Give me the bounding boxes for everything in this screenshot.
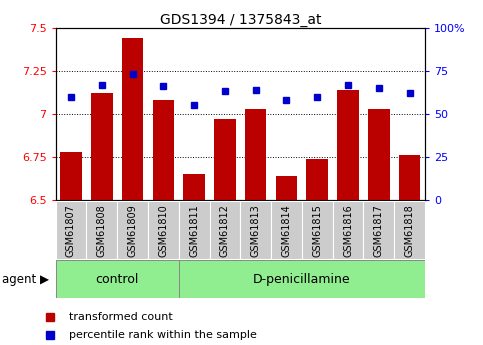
Bar: [148, 201, 179, 259]
Bar: [56, 260, 179, 298]
Text: agent ▶: agent ▶: [2, 273, 49, 286]
Bar: [179, 201, 210, 259]
Text: GSM61809: GSM61809: [128, 204, 138, 257]
Text: GSM61807: GSM61807: [66, 204, 76, 257]
Bar: [333, 201, 364, 259]
Bar: [276, 176, 297, 200]
Bar: [245, 109, 267, 200]
Text: D-penicillamine: D-penicillamine: [253, 273, 351, 286]
Text: GSM61818: GSM61818: [405, 204, 414, 257]
Text: transformed count: transformed count: [69, 313, 172, 322]
Bar: [307, 159, 328, 200]
Title: GDS1394 / 1375843_at: GDS1394 / 1375843_at: [159, 12, 321, 27]
Text: GSM61808: GSM61808: [97, 204, 107, 257]
Text: percentile rank within the sample: percentile rank within the sample: [69, 330, 256, 339]
Bar: [240, 201, 271, 259]
Bar: [337, 90, 359, 200]
Bar: [399, 155, 420, 200]
Bar: [184, 174, 205, 200]
Bar: [117, 201, 148, 259]
Bar: [364, 201, 394, 259]
Text: GSM61811: GSM61811: [189, 204, 199, 257]
Text: GSM61816: GSM61816: [343, 204, 353, 257]
Bar: [179, 260, 425, 298]
Text: GSM61810: GSM61810: [158, 204, 168, 257]
Bar: [302, 201, 333, 259]
Text: GSM61814: GSM61814: [282, 204, 291, 257]
Bar: [368, 109, 390, 200]
Bar: [122, 38, 143, 200]
Text: GSM61812: GSM61812: [220, 204, 230, 257]
Text: control: control: [96, 273, 139, 286]
Bar: [153, 100, 174, 200]
Text: GSM61817: GSM61817: [374, 204, 384, 257]
Bar: [91, 93, 113, 200]
Bar: [60, 152, 82, 200]
Text: GSM61813: GSM61813: [251, 204, 261, 257]
Bar: [210, 201, 240, 259]
Bar: [214, 119, 236, 200]
Bar: [86, 201, 117, 259]
Bar: [56, 201, 86, 259]
Text: GSM61815: GSM61815: [313, 204, 322, 257]
Bar: [271, 201, 302, 259]
Bar: [394, 201, 425, 259]
